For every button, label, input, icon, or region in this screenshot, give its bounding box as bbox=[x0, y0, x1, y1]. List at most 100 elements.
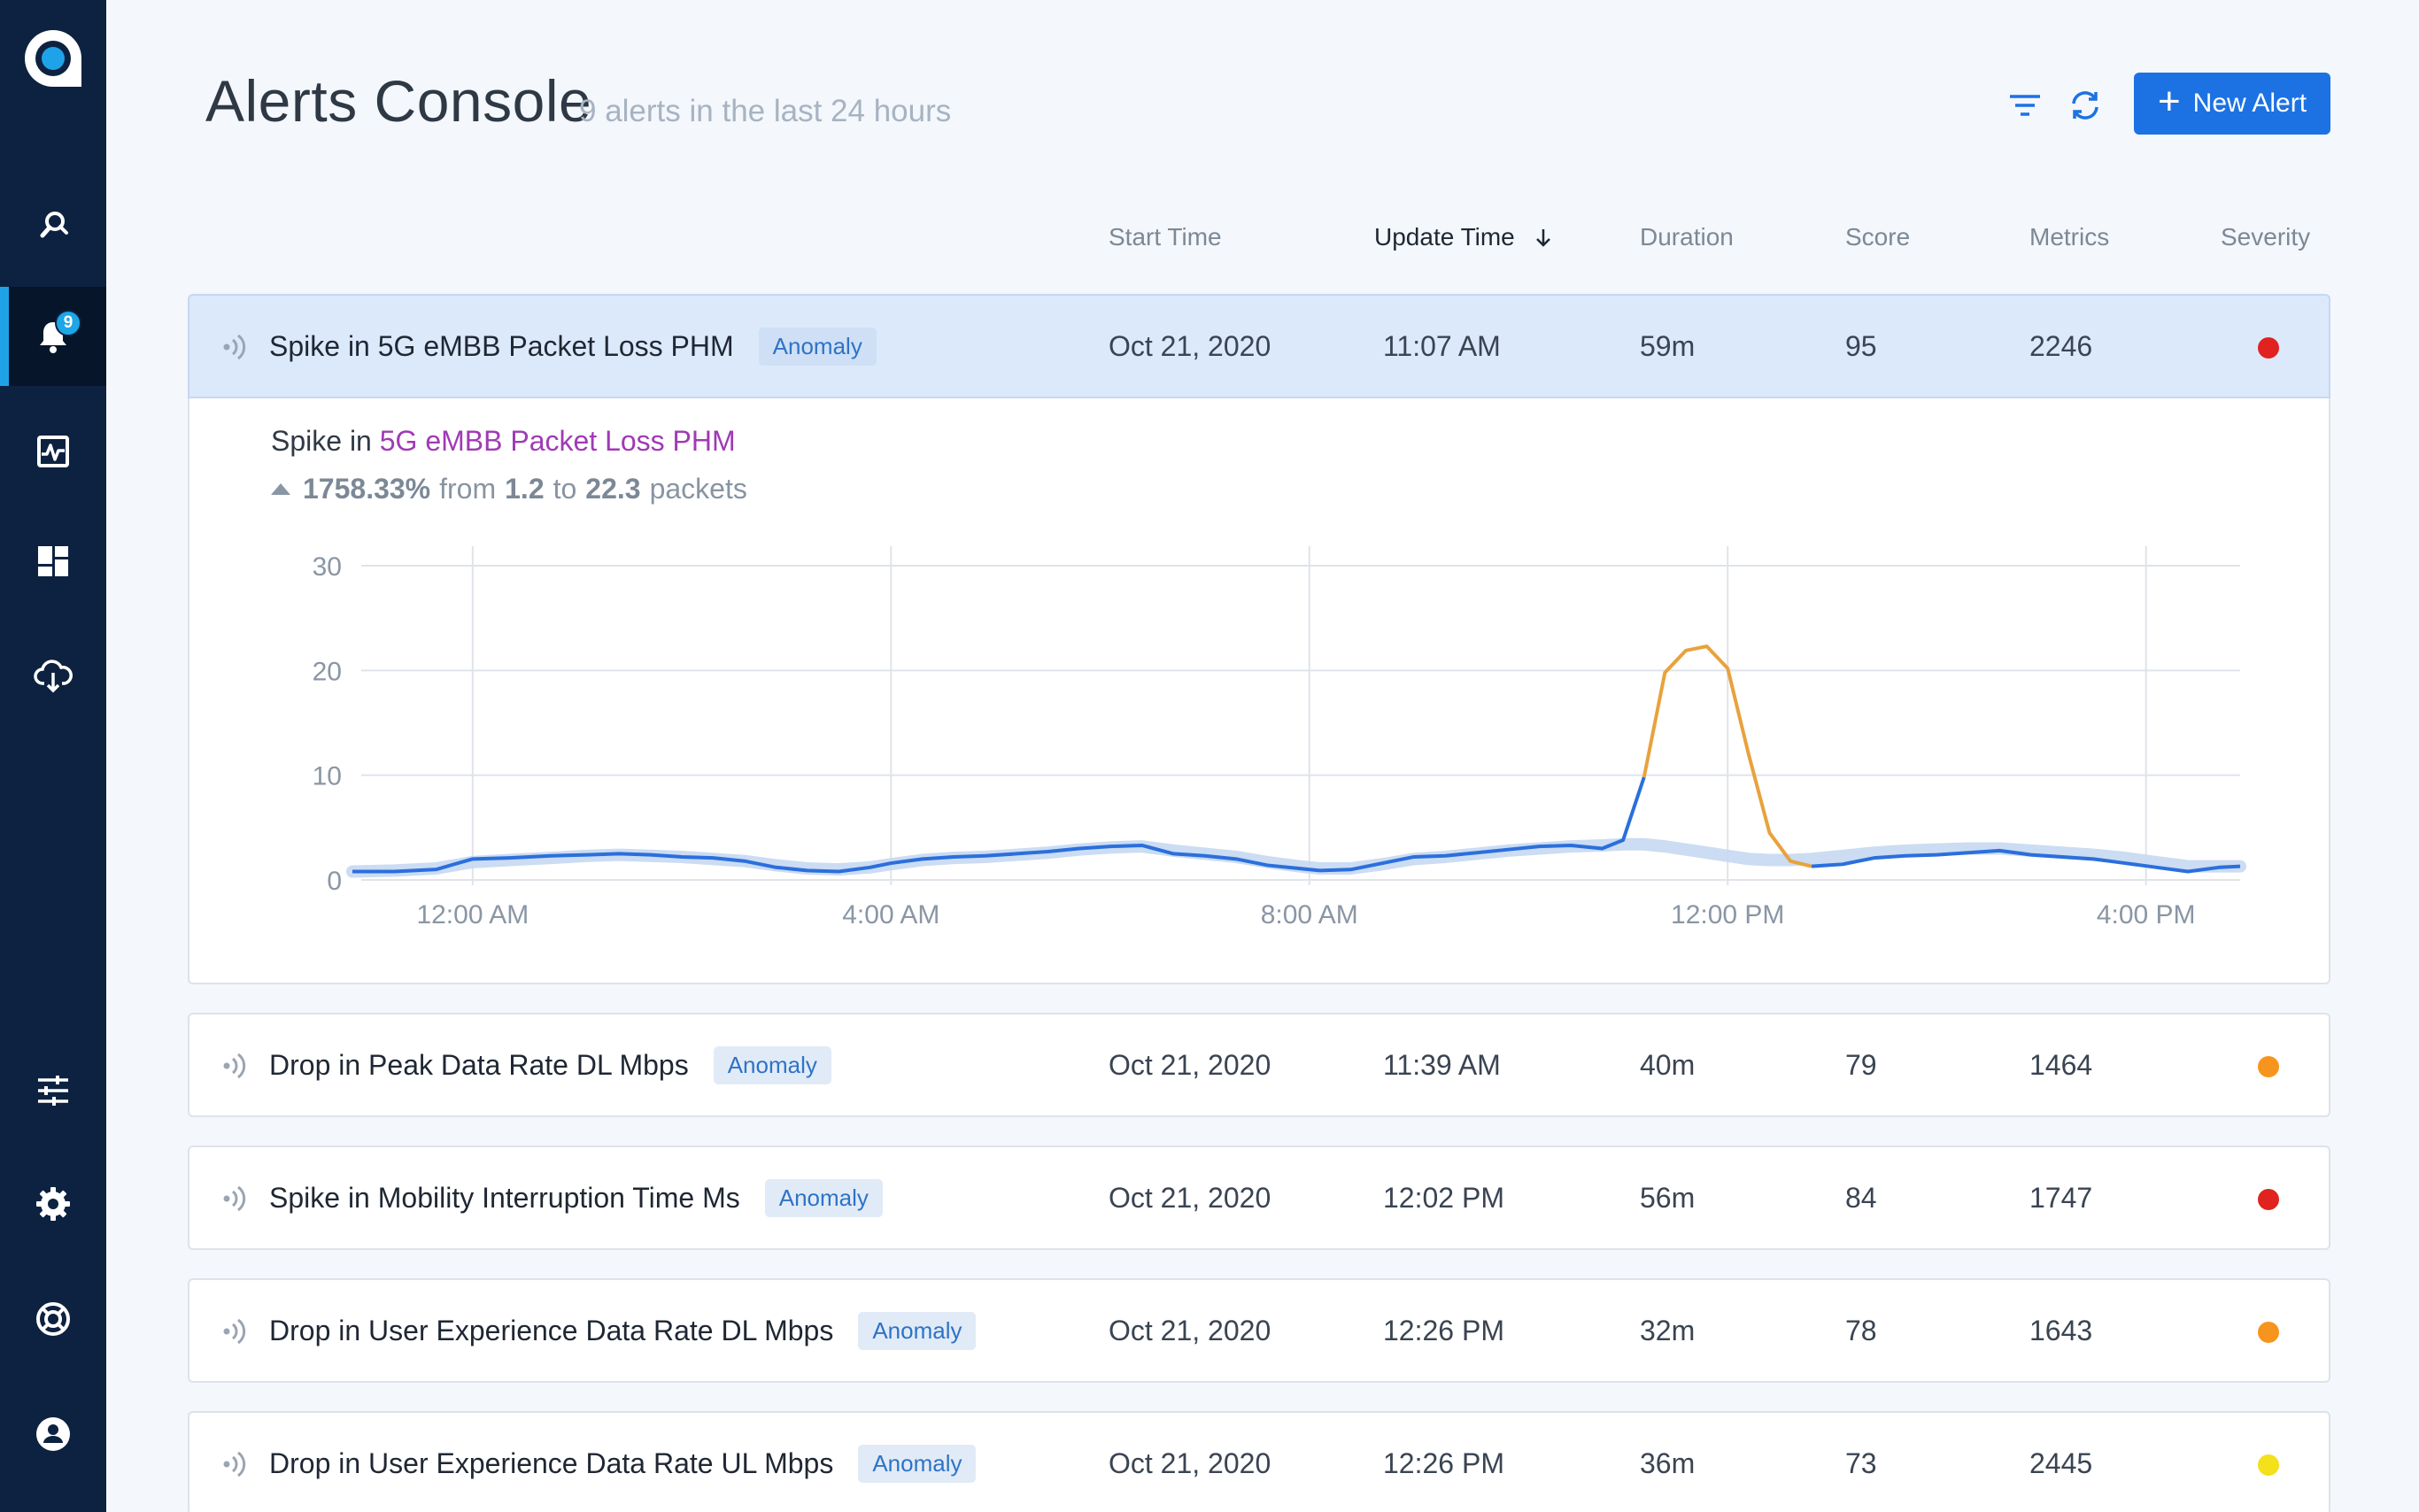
col-update-time[interactable]: Update Time bbox=[1374, 223, 1554, 251]
up-arrow-icon bbox=[271, 483, 290, 495]
alert-title-cell: Spike in 5G eMBB Packet Loss PHM Anomaly bbox=[269, 296, 877, 397]
alert-start-time: Oct 21, 2020 bbox=[1109, 329, 1271, 362]
signal-icon bbox=[223, 1318, 246, 1345]
x-tick-label: 8:00 AM bbox=[1261, 900, 1358, 930]
alert-metrics: 1747 bbox=[2029, 1181, 2093, 1214]
alert-metrics: 2445 bbox=[2029, 1446, 2093, 1479]
col-score[interactable]: Score bbox=[1845, 223, 1911, 251]
y-tick-label: 10 bbox=[313, 762, 342, 791]
alert-update-time: 11:39 AM bbox=[1383, 1048, 1501, 1081]
alert-type-tag: Anomaly bbox=[858, 1311, 977, 1350]
alert-row[interactable]: Spike in Mobility Interruption Time Ms A… bbox=[188, 1146, 2330, 1250]
alert-row[interactable]: Spike in 5G eMBB Packet Loss PHM Anomaly… bbox=[188, 294, 2330, 398]
refresh-button[interactable] bbox=[2063, 85, 2107, 126]
detail-metric-link[interactable]: 5G eMBB Packet Loss PHM bbox=[379, 425, 736, 457]
user-icon bbox=[36, 1417, 70, 1451]
alert-start-time: Oct 21, 2020 bbox=[1109, 1314, 1271, 1346]
x-tick-label: 4:00 AM bbox=[842, 900, 939, 930]
gear-icon bbox=[36, 1187, 70, 1221]
alert-update-time: 12:02 PM bbox=[1383, 1181, 1504, 1214]
nav-data-upload[interactable] bbox=[0, 625, 106, 724]
plus-icon: + bbox=[2157, 80, 2181, 123]
page-title: Alerts Console bbox=[205, 68, 592, 134]
nav-dashboards[interactable] bbox=[0, 512, 106, 611]
y-tick-label: 20 bbox=[313, 657, 342, 686]
alert-title-cell: Drop in User Experience Data Rate UL Mbp… bbox=[269, 1413, 977, 1512]
dashboard-icon bbox=[38, 546, 68, 576]
alert-row[interactable]: Drop in Peak Data Rate DL Mbps Anomaly O… bbox=[188, 1013, 2330, 1117]
alert-row[interactable]: Drop in User Experience Data Rate DL Mbp… bbox=[188, 1278, 2330, 1383]
alert-title[interactable]: Spike in 5G eMBB Packet Loss PHM bbox=[269, 329, 734, 362]
series-line bbox=[352, 776, 1646, 874]
signal-icon bbox=[223, 1185, 246, 1212]
sliders-icon bbox=[38, 1076, 68, 1106]
nav-support[interactable] bbox=[0, 1269, 106, 1369]
alert-metrics: 1643 bbox=[2029, 1314, 2093, 1346]
alert-duration: 40m bbox=[1640, 1048, 1696, 1081]
severity-dot bbox=[2258, 1454, 2279, 1476]
col-duration[interactable]: Duration bbox=[1640, 223, 1734, 251]
alert-row[interactable]: Drop in User Experience Data Rate UL Mbp… bbox=[188, 1411, 2330, 1512]
alert-score: 73 bbox=[1845, 1446, 1877, 1479]
detail-from-word: from bbox=[439, 473, 497, 505]
nav-settings[interactable] bbox=[0, 1154, 106, 1254]
alert-duration: 32m bbox=[1640, 1314, 1696, 1346]
alert-title-cell: Drop in User Experience Data Rate DL Mbp… bbox=[269, 1280, 977, 1381]
alert-update-time: 12:26 PM bbox=[1383, 1446, 1504, 1479]
alert-update-time: 11:07 AM bbox=[1383, 329, 1501, 362]
anomaly-chart[interactable]: 0 10 20 30 12:00 AM 4:00 AM 8:00 AM 12:00 PM 4:0… bbox=[189, 398, 2332, 984]
cloud-download-icon bbox=[34, 660, 73, 693]
nav-settings-sliders[interactable] bbox=[0, 1041, 106, 1140]
new-alert-label: New Alert bbox=[2192, 89, 2307, 118]
signal-icon bbox=[223, 1451, 246, 1477]
alert-title[interactable]: Drop in Peak Data Rate DL Mbps bbox=[269, 1048, 689, 1081]
signal-icon bbox=[223, 334, 246, 360]
alert-type-tag: Anomaly bbox=[758, 327, 877, 366]
severity-dot bbox=[2258, 1056, 2279, 1077]
alert-metrics: 1464 bbox=[2029, 1048, 2093, 1081]
alert-start-time: Oct 21, 2020 bbox=[1109, 1446, 1271, 1479]
alert-type-tag: Anomaly bbox=[764, 1178, 883, 1217]
alert-score: 95 bbox=[1845, 329, 1877, 362]
detail-change: 1758.33% from 1.2 to 22.3 packets bbox=[271, 473, 747, 505]
severity-dot bbox=[2258, 337, 2279, 359]
support-icon bbox=[36, 1302, 70, 1336]
alert-title[interactable]: Drop in User Experience Data Rate UL Mbp… bbox=[269, 1446, 834, 1479]
filter-button[interactable] bbox=[2003, 85, 2047, 126]
alert-title[interactable]: Drop in User Experience Data Rate DL Mbp… bbox=[269, 1314, 834, 1346]
new-alert-button[interactable]: + New Alert bbox=[2134, 73, 2330, 135]
detail-unit: packets bbox=[649, 473, 747, 505]
series-line bbox=[1811, 848, 2241, 874]
anomaly-spike-line bbox=[1642, 644, 1812, 868]
alert-title-cell: Drop in Peak Data Rate DL Mbps Anomaly bbox=[269, 1014, 831, 1115]
alert-duration: 56m bbox=[1640, 1181, 1696, 1214]
signal-icon bbox=[223, 1053, 246, 1079]
detail-from-value: 1.2 bbox=[505, 473, 545, 505]
detail-to-value: 22.3 bbox=[585, 473, 641, 505]
nav-alerts[interactable]: 9 bbox=[0, 287, 106, 386]
col-metrics[interactable]: Metrics bbox=[2029, 223, 2110, 251]
alert-type-tag: Anomaly bbox=[858, 1444, 977, 1483]
y-tick-label: 0 bbox=[327, 867, 342, 896]
nav-activity[interactable] bbox=[0, 402, 106, 501]
app-logo[interactable] bbox=[23, 28, 83, 89]
col-severity[interactable]: Severity bbox=[2221, 223, 2311, 251]
alert-update-time: 12:26 PM bbox=[1383, 1314, 1504, 1346]
detail-to-word: to bbox=[553, 473, 577, 505]
nav-profile[interactable] bbox=[0, 1385, 106, 1484]
alert-title[interactable]: Spike in Mobility Interruption Time Ms bbox=[269, 1181, 740, 1214]
alert-score: 79 bbox=[1845, 1048, 1877, 1081]
alert-count-badge: 9 bbox=[55, 310, 81, 336]
nav-search[interactable] bbox=[0, 175, 106, 274]
alert-detail-panel: Spike in 5G eMBB Packet Loss PHM 1758.33… bbox=[188, 398, 2330, 984]
alert-type-tag: Anomaly bbox=[713, 1045, 831, 1084]
activity-icon bbox=[37, 436, 69, 467]
search-icon bbox=[40, 212, 68, 238]
alert-duration: 36m bbox=[1640, 1446, 1696, 1479]
detail-change-percent: 1758.33% bbox=[303, 473, 431, 505]
alert-metrics: 2246 bbox=[2029, 329, 2093, 362]
col-start-time[interactable]: Start Time bbox=[1109, 223, 1222, 251]
alert-score: 84 bbox=[1845, 1181, 1877, 1214]
alert-duration: 59m bbox=[1640, 329, 1696, 362]
detail-prefix: Spike in bbox=[271, 425, 372, 457]
